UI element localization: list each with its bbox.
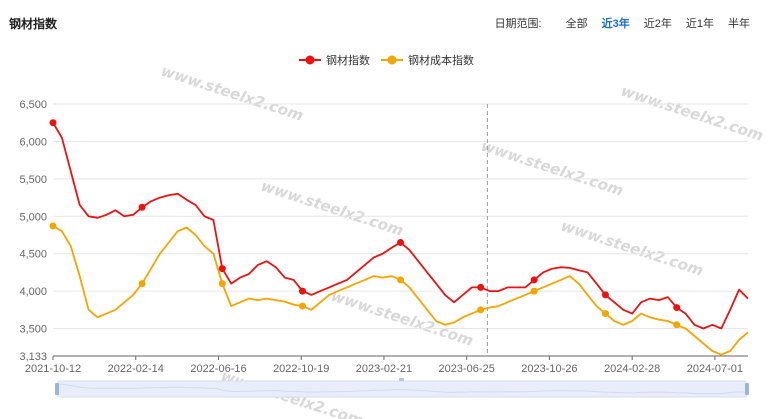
x-tick-label: 2024-07-01 (687, 363, 743, 375)
x-tick-label: 2022-10-19 (273, 363, 329, 375)
legend[interactable]: 钢材指数 钢材成本指数 (299, 53, 474, 67)
data-point-marker (601, 291, 609, 299)
data-zoom-slider[interactable] (55, 378, 749, 398)
x-tick-label: 2024-02-28 (604, 363, 660, 375)
range-option-3y[interactable]: 近3年 (601, 18, 630, 30)
y-tick-label: 3,133 (19, 351, 47, 363)
range-option-2y[interactable]: 近2年 (643, 18, 672, 30)
zoom-grip (399, 378, 404, 381)
data-point-marker (601, 310, 609, 318)
watermark-text: www.steelx2.com (619, 82, 766, 145)
legend-label: 钢材成本指数 (408, 53, 474, 67)
watermark-text: www.steelx2.com (329, 287, 476, 350)
x-axis: 2021-10-12 2022-02-14 2022-06-16 2022-10-19… (25, 355, 748, 375)
data-point-marker (530, 287, 538, 295)
y-tick-label: 3,500 (19, 324, 47, 336)
date-range-label: 日期范围: (494, 18, 542, 30)
zoom-selection (57, 381, 747, 397)
data-point-marker (218, 265, 226, 273)
legend-marker (305, 55, 315, 65)
legend-marker (387, 55, 397, 65)
watermark-text: www.steelx2.com (259, 177, 406, 240)
data-point-marker (218, 280, 226, 288)
zoom-handle-right (745, 383, 749, 395)
x-tick-label: 2023-02-21 (356, 363, 412, 375)
data-point-marker (673, 321, 681, 329)
y-tick-label: 6,500 (19, 99, 47, 111)
x-tick-label: 2021-10-12 (25, 363, 81, 375)
date-range-selector: 日期范围: 全部 近3年 近2年 近1年 半年 (495, 15, 750, 31)
zoom-preview-line (56, 383, 748, 395)
range-option-all[interactable]: 全部 (565, 18, 588, 30)
y-tick-label: 4,000 (19, 286, 47, 298)
data-point-marker (298, 302, 306, 310)
zoom-handle-left (55, 383, 59, 395)
data-point-marker (673, 304, 681, 312)
y-tick-label: 6,000 (19, 136, 47, 148)
data-point-marker (477, 283, 485, 291)
range-option-1y[interactable]: 近1年 (685, 18, 714, 30)
data-point-marker (138, 203, 146, 211)
x-tick-label: 2023-10-26 (521, 363, 577, 375)
watermark-text: www.steelx2.com (479, 137, 626, 200)
data-point-marker (138, 280, 146, 288)
y-axis: 3,133 3,500 4,000 4,500 5,000 5,500 6,000 6,500 (19, 99, 47, 363)
watermark-text: www.steelx2.com (159, 62, 306, 125)
y-tick-label: 5,000 (19, 211, 47, 223)
data-point-marker (530, 276, 538, 284)
y-tick-label: 4,500 (19, 249, 47, 261)
data-point-marker (477, 306, 485, 314)
data-point-marker (397, 238, 404, 246)
series-layer (49, 119, 749, 356)
range-option-half-year[interactable]: 半年 (728, 18, 750, 30)
data-point-marker (49, 119, 57, 127)
x-tick-label: 2023-06-25 (439, 363, 495, 375)
data-point-marker (397, 276, 404, 284)
x-tick-label: 2022-02-14 (108, 363, 164, 375)
legend-label: 钢材指数 (326, 53, 370, 67)
x-tick-label: 2022-06-16 (190, 363, 246, 375)
chart-title: 钢材指数 (9, 17, 58, 31)
grid-lines (53, 103, 748, 330)
y-tick-label: 5,500 (19, 174, 47, 186)
data-point-marker (49, 222, 57, 230)
data-point-marker (298, 287, 306, 295)
